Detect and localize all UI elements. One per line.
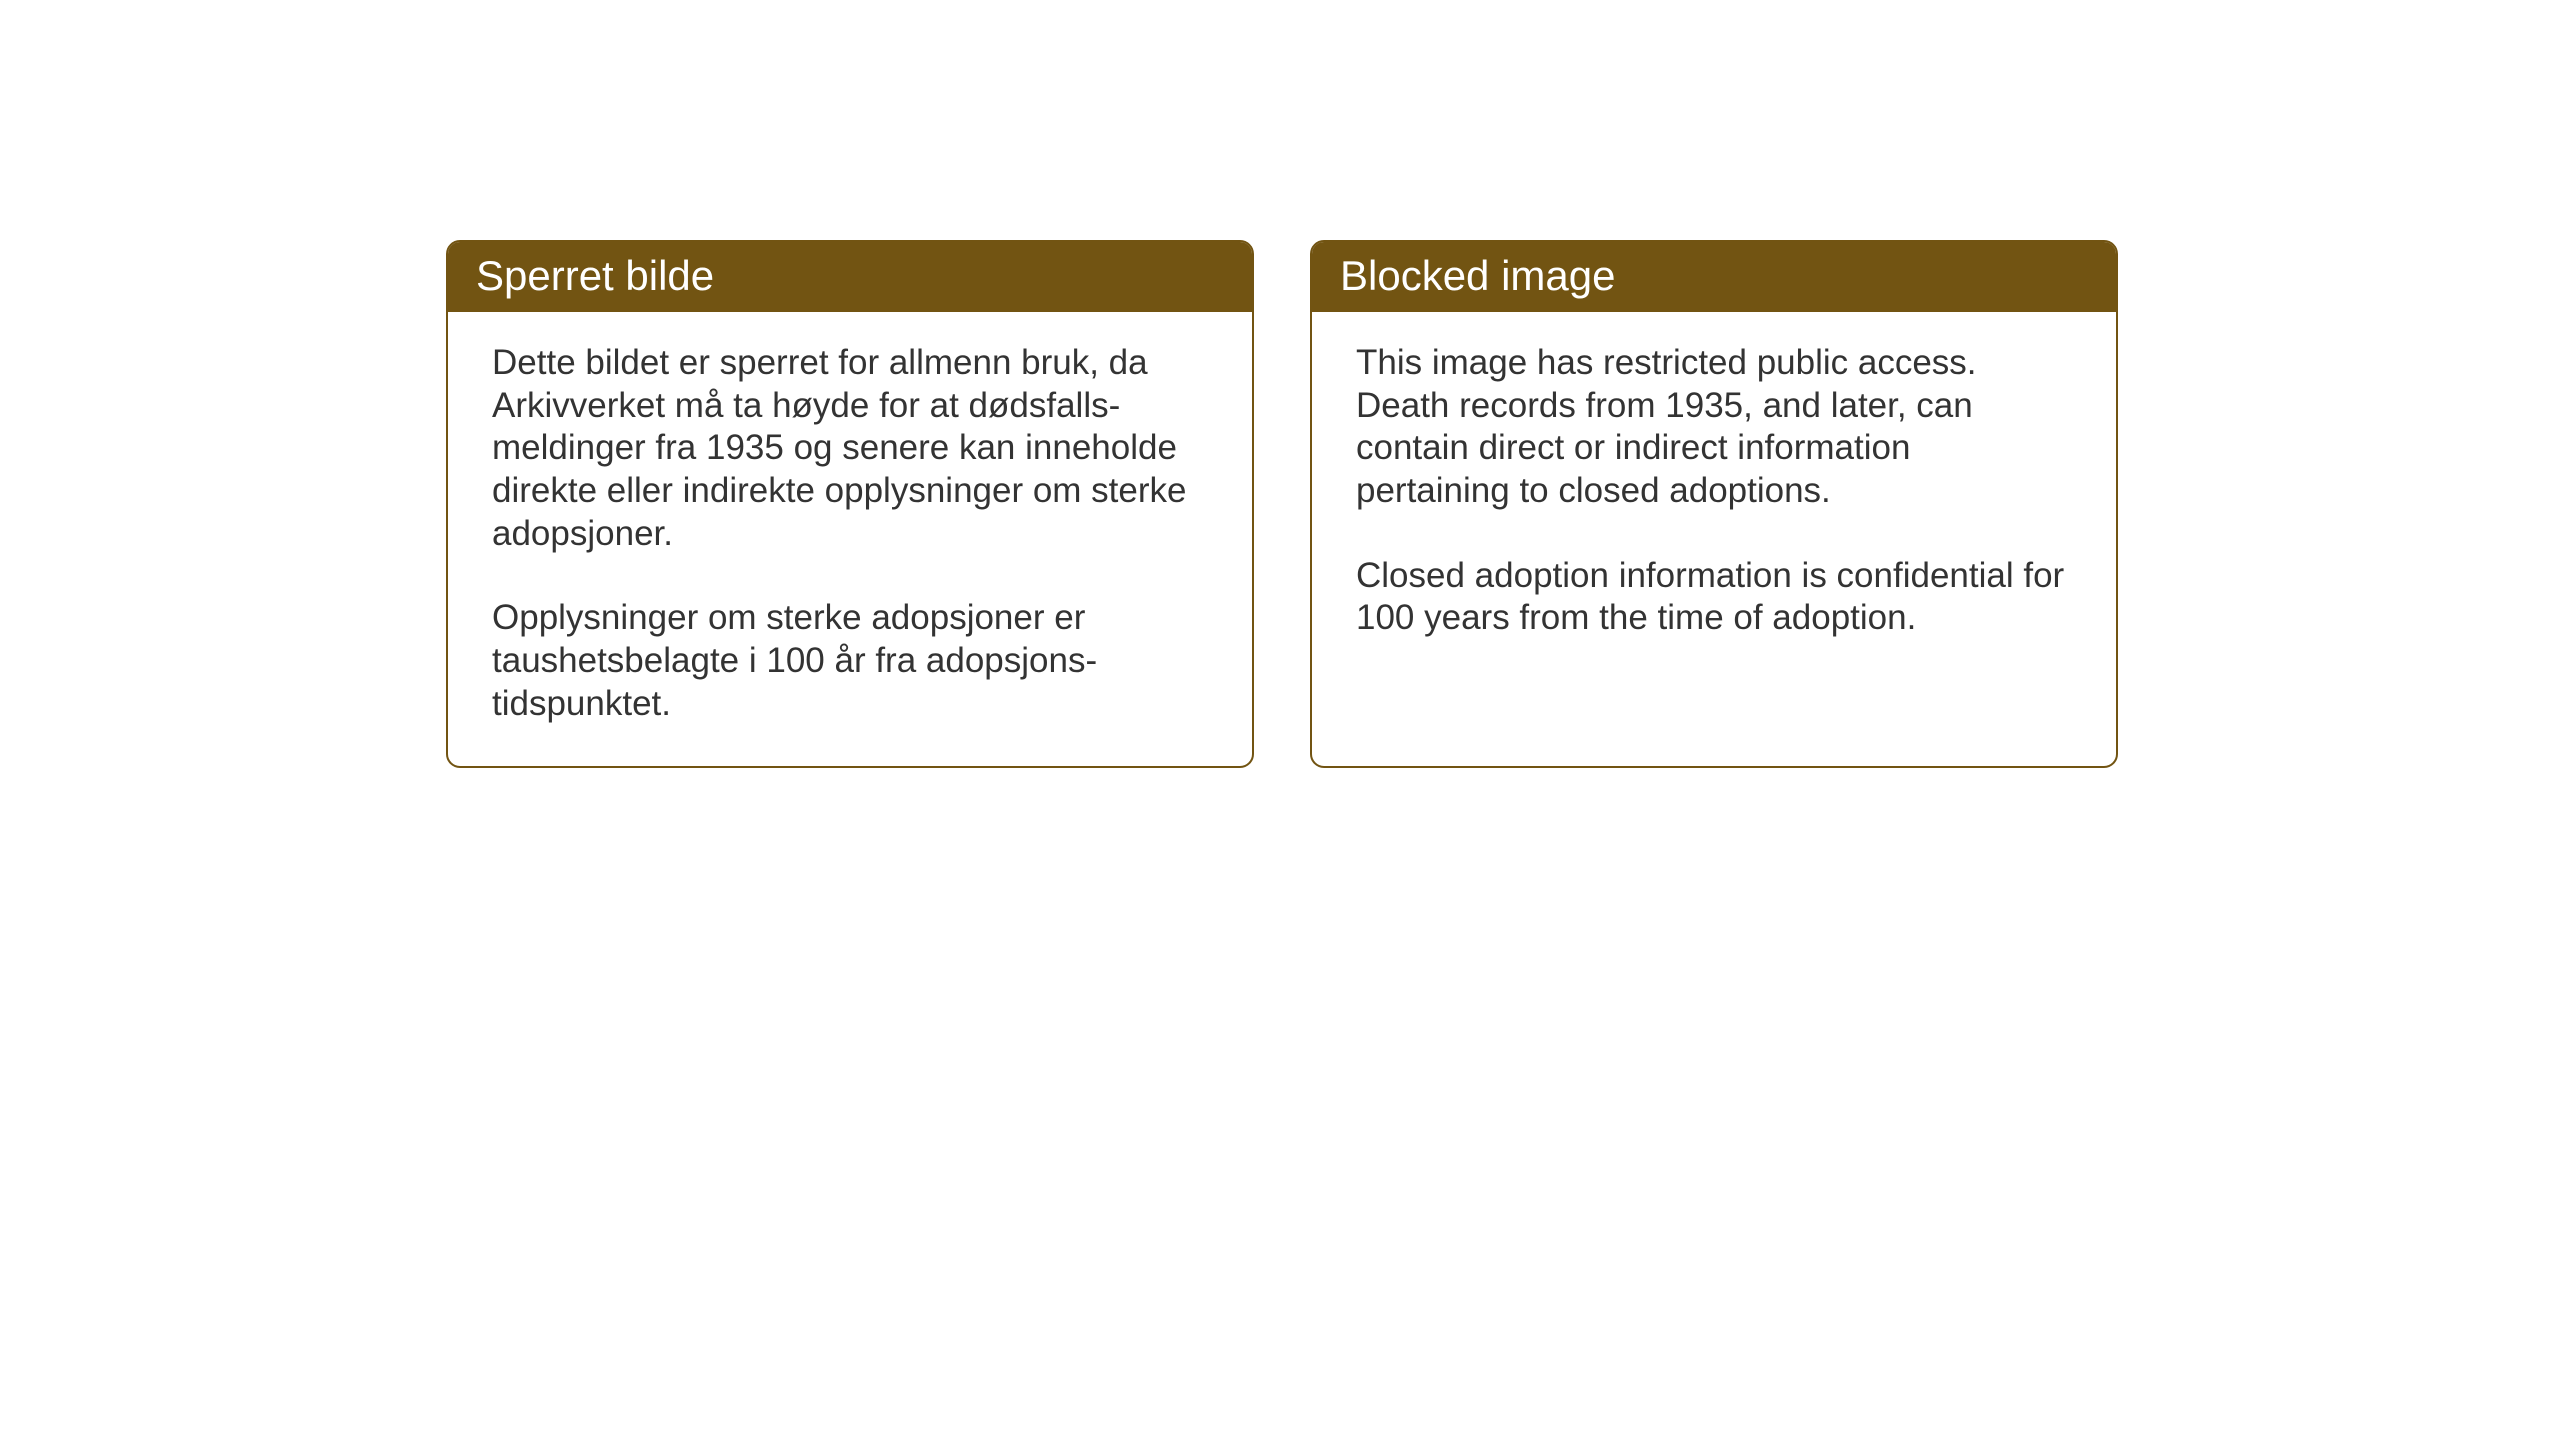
norwegian-paragraph-1: Dette bildet er sperret for allmenn bruk… [492,342,1208,555]
norwegian-paragraph-2: Opplysninger om sterke adopsjoner er tau… [492,597,1208,725]
norwegian-card-body: Dette bildet er sperret for allmenn bruk… [448,312,1252,766]
english-paragraph-2: Closed adoption information is confident… [1356,555,2072,640]
english-card-header: Blocked image [1312,242,2116,312]
norwegian-card-header: Sperret bilde [448,242,1252,312]
notice-container: Sperret bilde Dette bildet er sperret fo… [446,240,2118,768]
norwegian-notice-card: Sperret bilde Dette bildet er sperret fo… [446,240,1254,768]
english-card-title: Blocked image [1340,252,1615,299]
english-card-body: This image has restricted public access.… [1312,312,2116,680]
english-notice-card: Blocked image This image has restricted … [1310,240,2118,768]
english-paragraph-1: This image has restricted public access.… [1356,342,2072,513]
norwegian-card-title: Sperret bilde [476,252,714,299]
